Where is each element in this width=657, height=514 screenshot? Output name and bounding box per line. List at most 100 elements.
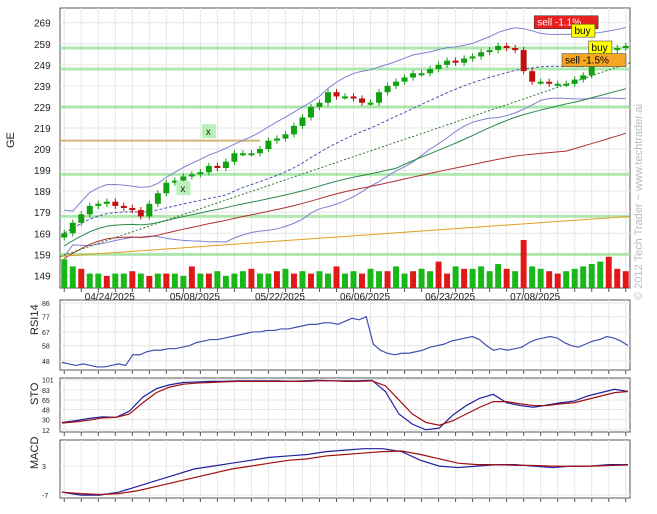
candle-body [265,140,272,150]
y-tick-label: 67 [42,330,50,337]
volume-bar [307,273,314,288]
volume-bar [180,276,187,288]
volume-bar [478,266,485,288]
candle-body [520,50,527,72]
bollinger-lower [63,97,626,257]
candle-body [401,77,408,82]
candle-body [78,214,85,223]
signal-annotation-label: buy [592,43,608,54]
y-tick-label: 199 [34,166,51,177]
candle-body [205,165,212,173]
candle-body [427,69,434,74]
candle-body [61,233,68,238]
signal-marker-label: x [180,184,185,195]
y-tick-label: 3 [42,464,46,471]
volume-bar [248,268,255,288]
candle-body [359,98,365,103]
volume-bar [342,273,348,288]
volume-bar [273,271,280,288]
volume-bar [622,271,629,288]
candle-body [103,201,110,204]
candle-body [188,174,195,177]
volume-bar [588,264,595,288]
candle-body [452,60,459,63]
candle-body [171,180,178,183]
y-tick-label: 86 [42,301,50,308]
candle-body [580,75,587,80]
candle-body [512,48,519,51]
signal-annotation-box [571,23,596,38]
x-tick-label: 05/08/2025 [170,292,220,303]
y-tick-label: 269 [34,19,51,30]
volume-bar [367,268,374,288]
candle-body [537,81,544,84]
signal-annotation-label: sell -1.5% [565,56,609,67]
volume-bar [503,268,510,288]
candle-body [282,134,289,139]
candle-body [546,81,553,84]
candle-body [614,48,621,51]
candle-body [478,52,485,57]
candle-body [350,96,357,99]
volume-bar [299,271,306,288]
volume-bar [520,240,527,288]
y-tick-label: 30 [42,418,50,425]
candle-body [86,205,93,215]
y-tick-label: 65 [42,398,50,405]
volume-bar [239,271,246,288]
candle-body [180,176,187,181]
volume-bar [69,266,76,288]
y-tick-label: 239 [34,82,51,93]
volume-bar [486,271,493,288]
candle-body [461,58,468,63]
candle-body [486,50,493,53]
y-tick-label: 249 [34,61,51,72]
indicator-series-line [61,450,629,496]
volume-bar [512,271,519,288]
volume-bar [469,268,476,288]
volume-bar [359,273,365,288]
candle-body [342,96,348,99]
volume-bar [418,268,425,288]
volume-bar [137,273,144,288]
signal-annotation-label: buy [575,26,591,37]
volume-bar [146,276,153,288]
candle-body [376,92,383,103]
volume-bar [537,268,544,288]
candle-body [325,92,331,103]
volume-bar [580,266,587,288]
candle-body [529,71,536,82]
candle-body [563,83,570,86]
candle-body [333,92,340,97]
x-tick-label: 07/08/2025 [510,292,560,303]
volume-bar [444,273,451,288]
y-tick-label: 58 [42,344,50,351]
candle-body [129,208,136,211]
candle-body [214,165,221,168]
volume-bar [401,273,408,288]
volume-bar [282,268,289,288]
volume-bar [316,271,323,288]
candle-body [469,56,476,59]
candle-body [495,45,502,51]
candle-body [503,45,510,48]
signal-marker-box [176,181,191,196]
candle-body [231,153,238,162]
volume-bar [86,273,93,288]
volume-bar [325,273,331,288]
volume-bar [95,273,102,288]
volume-bar [554,273,561,288]
volume-bar [384,271,391,288]
volume-bar [452,266,459,288]
y-tick-label: 219 [34,124,51,135]
candle-body [290,125,297,135]
volume-bar [197,273,204,288]
candle-body [554,83,561,86]
volume-bar [435,261,442,288]
volume-bar [129,271,136,288]
candle-body [622,45,629,48]
y-tick-label: 77 [42,315,50,322]
candle-body [410,73,417,78]
y-tick-label: -7 [42,493,48,500]
